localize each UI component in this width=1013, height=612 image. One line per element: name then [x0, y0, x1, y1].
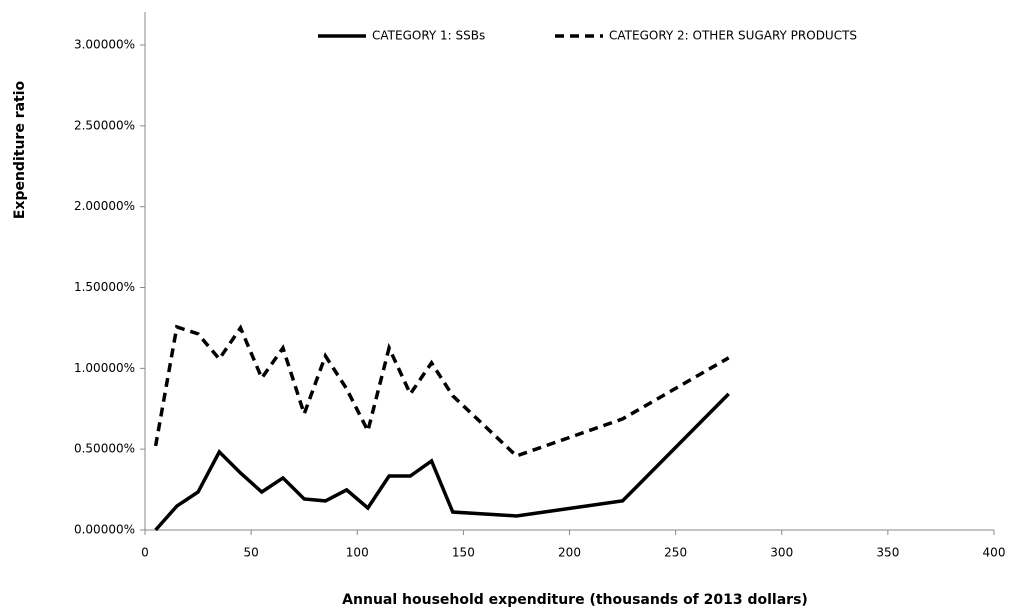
x-tick-label: 350: [876, 546, 899, 560]
y-tick-label: 0.00000%: [74, 523, 135, 537]
series-line: [154, 392, 730, 532]
y-tick-label: 0.50000%: [74, 442, 135, 456]
legend-label: CATEGORY 1: SSBs: [372, 29, 485, 43]
y-tick-label: 2.00000%: [74, 199, 135, 213]
series-line: [153, 324, 730, 458]
x-tick-label: 100: [346, 546, 369, 560]
y-tick-label: 1.50000%: [74, 280, 135, 294]
x-tick-label: 150: [452, 546, 475, 560]
x-tick-label: 200: [558, 546, 581, 560]
legend-label: CATEGORY 2: OTHER SUGARY PRODUCTS: [609, 29, 857, 43]
y-tick-label: 2.50000%: [74, 118, 135, 132]
x-tick-label: 400: [983, 546, 1006, 560]
x-tick-label: 0: [141, 546, 149, 560]
y-axis-title: Expenditure ratio: [12, 80, 28, 219]
x-tick-label: 250: [664, 546, 687, 560]
x-axis-title: Annual household expenditure (thousands …: [342, 592, 808, 608]
y-tick-label: 1.00000%: [74, 361, 135, 375]
x-tick-label: 300: [770, 546, 793, 560]
y-tick-label: 3.00000%: [74, 38, 135, 52]
x-tick-label: 50: [243, 546, 258, 560]
